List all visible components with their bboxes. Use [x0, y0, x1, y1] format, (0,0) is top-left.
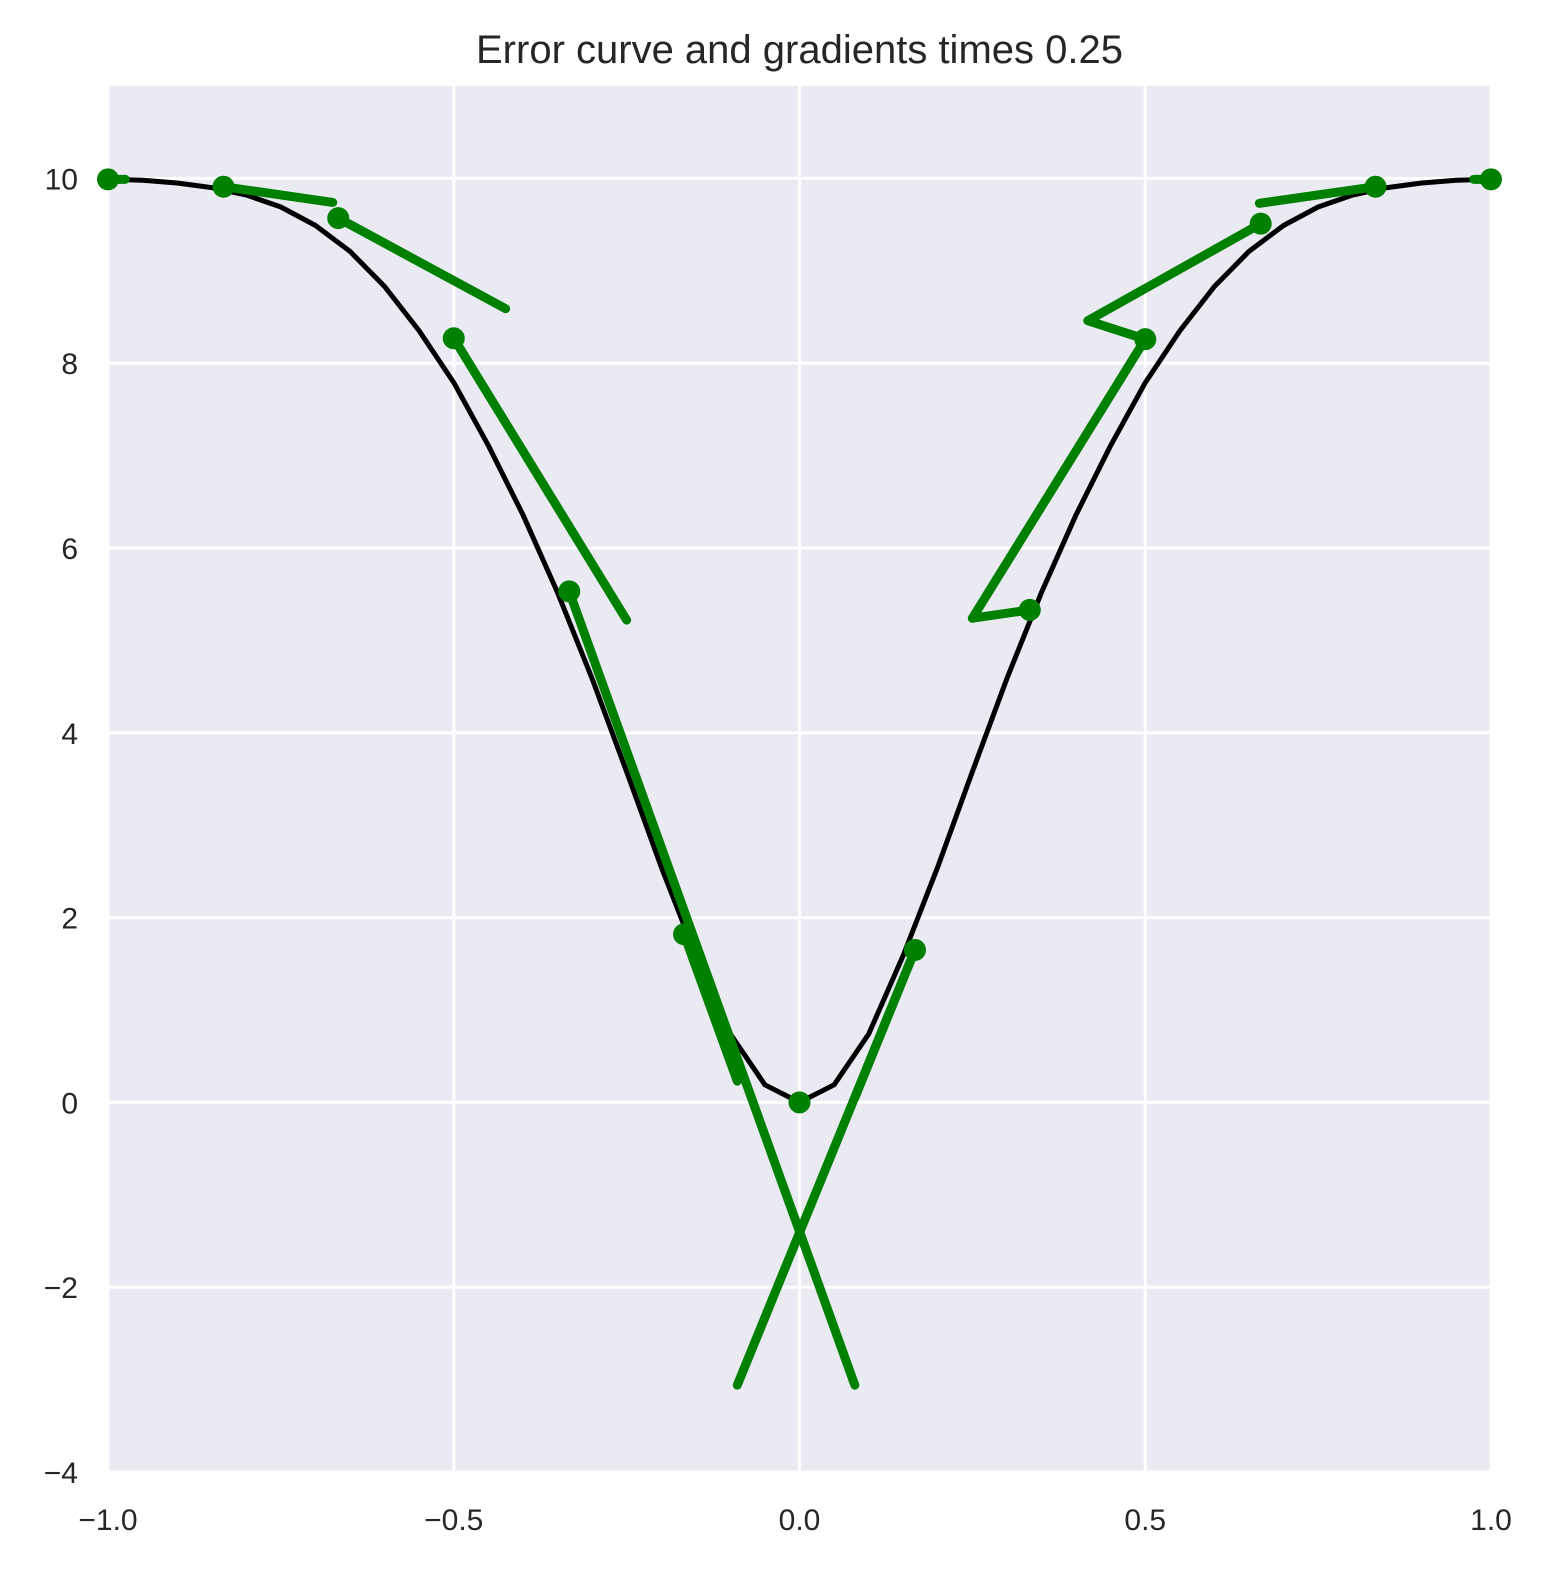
gradient-segment [1254, 182, 1381, 208]
gradient-segment [564, 586, 860, 1390]
y-tick-label: −4 [44, 1457, 78, 1490]
sample-point [1134, 328, 1157, 351]
gradient-segment [333, 213, 511, 314]
sample-point [1018, 598, 1041, 621]
gradient-lines [103, 174, 1496, 1390]
x-tick-label: 1.0 [1470, 1504, 1512, 1537]
sample-point [442, 327, 465, 350]
sample-point [1249, 212, 1272, 235]
x-tick-label: −1.0 [78, 1504, 137, 1537]
x-axis-ticks: −1.0 −0.5 0.0 0.5 1.0 [78, 1504, 1511, 1537]
gradient-segment [1083, 219, 1266, 326]
y-axis-ticks: −4 −2 0 2 4 6 8 10 [44, 163, 78, 1490]
gradient-segment [449, 333, 632, 625]
x-tick-label: 0.5 [1124, 1504, 1166, 1537]
x-tick-label: 0.0 [779, 1504, 821, 1537]
sample-point [327, 207, 350, 230]
sample-point [673, 923, 696, 946]
y-tick-label: 8 [61, 348, 78, 381]
sample-point [1364, 175, 1387, 198]
y-tick-label: 10 [45, 163, 78, 196]
y-tick-label: 2 [61, 903, 78, 936]
x-tick-label: −0.5 [424, 1504, 483, 1537]
sample-point [1480, 168, 1502, 191]
sample-point [558, 580, 581, 603]
sample-point [903, 938, 926, 961]
y-tick-label: 4 [61, 718, 78, 751]
gradient-segment [218, 182, 338, 207]
sample-point [212, 175, 235, 198]
sample-point [788, 1091, 811, 1114]
grid [106, 86, 1493, 1474]
sample-point [97, 168, 119, 191]
gradient-segment [967, 334, 1150, 623]
gradient-segment [850, 945, 920, 1103]
sample-points [97, 168, 1502, 1114]
gradient-segment [679, 929, 742, 1086]
chart-title: Error curve and gradients times 0.25 [476, 28, 1123, 72]
y-tick-label: 0 [61, 1087, 78, 1120]
y-tick-label: 6 [61, 533, 78, 566]
y-tick-label: −2 [44, 1272, 78, 1305]
